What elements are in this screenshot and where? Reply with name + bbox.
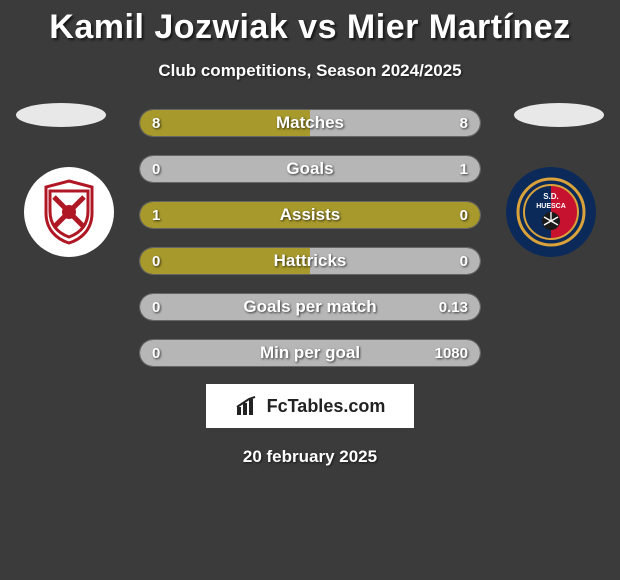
attribution-text: FcTables.com xyxy=(267,396,386,417)
stat-bars: 88Matches 01Goals 10Assists 00Hattricks 00.1… xyxy=(139,109,481,367)
stat-bar: 88Matches xyxy=(139,109,481,137)
stat-bar: 10Assists xyxy=(139,201,481,229)
bar-fill-right xyxy=(140,340,480,366)
attribution-badge: FcTables.com xyxy=(205,383,415,429)
stat-bar: 00Hattricks xyxy=(139,247,481,275)
comparison-area: S.D. HUESCA 88Matches 01Goals 10Assists 00H… xyxy=(0,109,620,367)
bar-fill-right xyxy=(310,110,480,136)
bar-fill-right xyxy=(310,248,480,274)
shield-icon xyxy=(42,179,96,245)
club-crest-left xyxy=(24,167,114,257)
stat-bar: 01080Min per goal xyxy=(139,339,481,367)
shadow-ellipse-right xyxy=(514,103,604,127)
bar-fill-right xyxy=(140,294,480,320)
stat-bar: 01Goals xyxy=(139,155,481,183)
bar-fill-left xyxy=(140,110,310,136)
date-text: 20 february 2025 xyxy=(0,447,620,467)
bar-fill-left xyxy=(140,202,480,228)
svg-text:S.D.: S.D. xyxy=(543,192,559,201)
bar-fill-right xyxy=(140,156,480,182)
svg-text:HUESCA: HUESCA xyxy=(536,203,566,210)
chart-icon xyxy=(235,395,261,417)
stat-bar: 00.13Goals per match xyxy=(139,293,481,321)
shadow-ellipse-left xyxy=(16,103,106,127)
shield-icon: S.D. HUESCA xyxy=(516,177,586,247)
infographic-root: Kamil Jozwiak vs Mier Martínez Club comp… xyxy=(0,0,620,580)
club-crest-right: S.D. HUESCA xyxy=(506,167,596,257)
subtitle: Club competitions, Season 2024/2025 xyxy=(0,61,620,81)
bar-fill-left xyxy=(140,248,310,274)
page-title: Kamil Jozwiak vs Mier Martínez xyxy=(0,8,620,47)
